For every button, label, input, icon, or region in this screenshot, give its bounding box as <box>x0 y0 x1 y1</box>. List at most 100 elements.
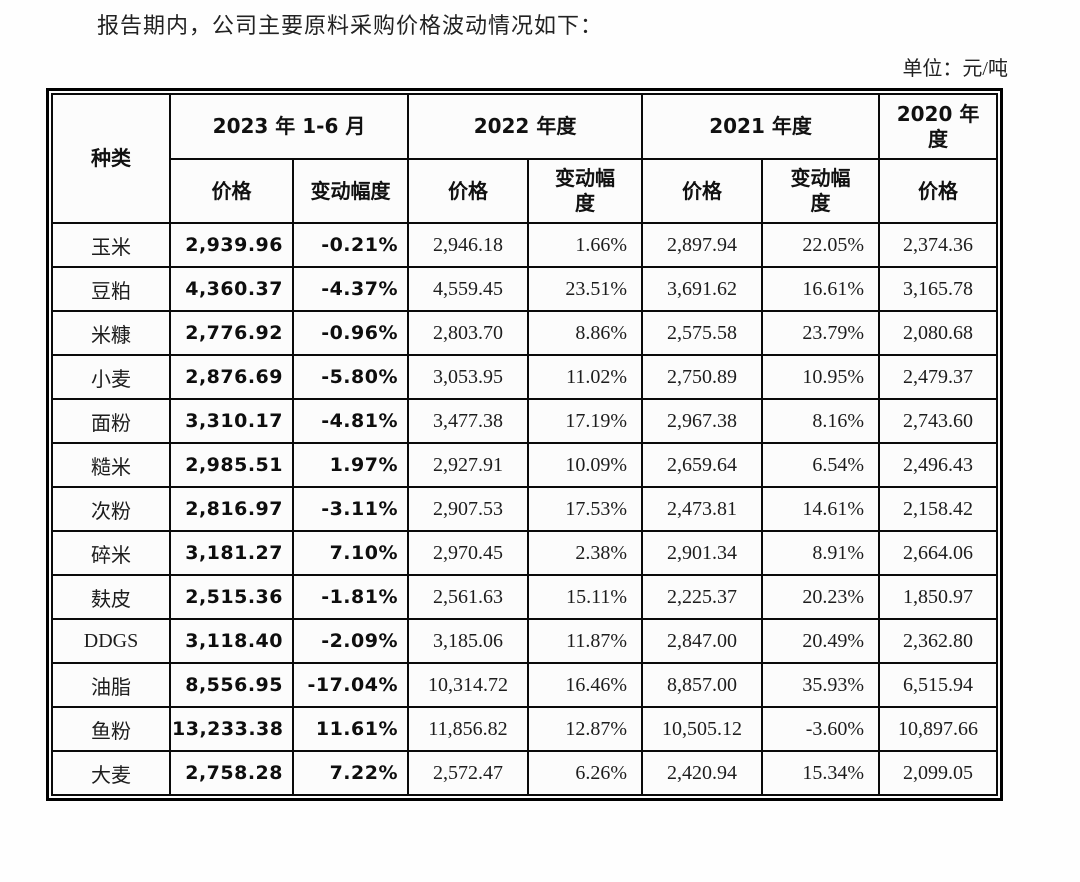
table-row: 糙米 2,985.51 1.97% 2,927.91 10.09% 2,659.… <box>51 442 999 488</box>
cell-2023-price: 2,758.28 <box>169 750 294 796</box>
cell-2023-change: -2.09% <box>292 618 409 664</box>
cell-category: DDGS <box>51 618 171 664</box>
cell-category: 糙米 <box>51 442 171 488</box>
table-row: DDGS 3,118.40 -2.09% 3,185.06 11.87% 2,8… <box>51 618 999 664</box>
cell-2021-price: 2,420.94 <box>641 750 764 796</box>
cell-2021-change: 10.95% <box>761 354 881 400</box>
cell-2021-price: 2,473.81 <box>641 486 764 532</box>
cell-2023-change: -5.80% <box>292 354 409 400</box>
cell-2022-price: 3,053.95 <box>407 354 529 400</box>
header-2021-change: 变动幅 度 <box>761 158 881 224</box>
cell-2021-change: -3.60% <box>761 706 881 752</box>
cell-2021-change: 20.23% <box>761 574 881 620</box>
cell-2023-price: 8,556.95 <box>169 662 294 708</box>
cell-2020-price: 2,099.05 <box>878 750 999 796</box>
cell-category: 面粉 <box>51 398 171 444</box>
cell-2022-price: 4,559.45 <box>407 266 529 312</box>
cell-2020-price: 10,897.66 <box>878 706 999 752</box>
cell-2020-price: 2,664.06 <box>878 530 999 576</box>
cell-2023-change: -4.37% <box>292 266 409 312</box>
price-table-frame: 种类 2023 年 1-6 月 2022 年度 2021 年度 2020 年 度… <box>46 88 1004 801</box>
header-2020-price: 价格 <box>878 158 999 224</box>
header-2023-change: 变动幅度 <box>292 158 409 224</box>
cell-category: 次粉 <box>51 486 171 532</box>
unit-label: 单位：元/吨 <box>902 58 1008 80</box>
cell-2023-price: 2,939.96 <box>169 222 294 268</box>
cell-2020-price: 2,743.60 <box>878 398 999 444</box>
cell-2021-price: 3,691.62 <box>641 266 764 312</box>
cell-2022-price: 3,477.38 <box>407 398 529 444</box>
cell-2022-price: 3,185.06 <box>407 618 529 664</box>
cell-2020-price: 2,080.68 <box>878 310 999 356</box>
cell-2023-price: 4,360.37 <box>169 266 294 312</box>
header-2022-price: 价格 <box>407 158 529 224</box>
cell-2022-change: 8.86% <box>526 310 644 356</box>
cell-2023-change: -0.96% <box>292 310 409 356</box>
table-row: 鱼粉 13,233.38 11.61% 11,856.82 12.87% 10,… <box>51 706 999 752</box>
cell-2023-change: -3.11% <box>292 486 409 532</box>
cell-2022-price: 2,927.91 <box>407 442 529 488</box>
table-row: 豆粕 4,360.37 -4.37% 4,559.45 23.51% 3,691… <box>51 266 999 312</box>
cell-2022-change: 17.19% <box>526 398 644 444</box>
cell-category: 豆粕 <box>51 266 171 312</box>
cell-2022-change: 15.11% <box>526 574 644 620</box>
cell-2021-price: 2,967.38 <box>641 398 764 444</box>
header-group-2023: 2023 年 1-6 月 <box>169 93 409 160</box>
cell-2023-change: -17.04% <box>292 662 409 708</box>
cell-2021-change: 6.54% <box>761 442 881 488</box>
cell-2022-price: 2,946.18 <box>407 222 529 268</box>
cell-2023-price: 2,876.69 <box>169 354 294 400</box>
cell-2023-change: -1.81% <box>292 574 409 620</box>
cell-category: 麸皮 <box>51 574 171 620</box>
table-row: 次粉 2,816.97 -3.11% 2,907.53 17.53% 2,473… <box>51 486 999 532</box>
cell-2023-change: -0.21% <box>292 222 409 268</box>
cell-2021-price: 2,750.89 <box>641 354 764 400</box>
cell-2023-price: 2,985.51 <box>169 442 294 488</box>
cell-category: 玉米 <box>51 222 171 268</box>
cell-2020-price: 2,496.43 <box>878 442 999 488</box>
cell-2021-price: 10,505.12 <box>641 706 764 752</box>
cell-2020-price: 3,165.78 <box>878 266 999 312</box>
cell-2023-price: 3,181.27 <box>169 530 294 576</box>
cell-2021-change: 35.93% <box>761 662 881 708</box>
cell-2023-price: 3,310.17 <box>169 398 294 444</box>
cell-category: 鱼粉 <box>51 706 171 752</box>
cell-2021-change: 16.61% <box>761 266 881 312</box>
header-sub-row: 价格 变动幅度 价格 变动幅 度 价格 变动幅 度 价格 <box>52 158 999 224</box>
cell-2022-change: 11.02% <box>526 354 644 400</box>
cell-2021-change: 22.05% <box>761 222 881 268</box>
cell-2020-price: 2,479.37 <box>878 354 999 400</box>
table-row: 米糠 2,776.92 -0.96% 2,803.70 8.86% 2,575.… <box>51 310 999 356</box>
cell-2023-price: 13,233.38 <box>169 706 294 752</box>
table-body: 玉米 2,939.96 -0.21% 2,946.18 1.66% 2,897.… <box>51 222 999 796</box>
cell-2022-change: 1.66% <box>526 222 644 268</box>
cell-2021-change: 8.91% <box>761 530 881 576</box>
cell-2021-price: 2,575.58 <box>641 310 764 356</box>
cell-2023-change: -4.81% <box>292 398 409 444</box>
cell-2022-change: 2.38% <box>526 530 644 576</box>
cell-category: 米糠 <box>51 310 171 356</box>
table-row: 面粉 3,310.17 -4.81% 3,477.38 17.19% 2,967… <box>51 398 999 444</box>
cell-2022-price: 11,856.82 <box>407 706 529 752</box>
header-2021-price: 价格 <box>641 158 764 224</box>
cell-2022-price: 2,970.45 <box>407 530 529 576</box>
cell-2022-price: 2,572.47 <box>407 750 529 796</box>
cell-2023-change: 11.61% <box>292 706 409 752</box>
header-group-row: 种类 2023 年 1-6 月 2022 年度 2021 年度 2020 年 度 <box>51 93 999 224</box>
cell-2022-change: 6.26% <box>526 750 644 796</box>
cell-category: 小麦 <box>51 354 171 400</box>
cell-category: 油脂 <box>51 662 171 708</box>
header-2022-change: 变动幅 度 <box>526 158 644 224</box>
table-row: 大麦 2,758.28 7.22% 2,572.47 6.26% 2,420.9… <box>51 750 999 796</box>
cell-2023-price: 2,515.36 <box>169 574 294 620</box>
cell-2022-price: 2,803.70 <box>407 310 529 356</box>
cell-2021-price: 2,897.94 <box>641 222 764 268</box>
table-header: 种类 2023 年 1-6 月 2022 年度 2021 年度 2020 年 度… <box>51 93 999 224</box>
cell-2020-price: 2,374.36 <box>878 222 999 268</box>
table-row: 碎米 3,181.27 7.10% 2,970.45 2.38% 2,901.3… <box>51 530 999 576</box>
cell-2021-change: 20.49% <box>761 618 881 664</box>
header-2023-price: 价格 <box>169 158 294 224</box>
table-row: 油脂 8,556.95 -17.04% 10,314.72 16.46% 8,8… <box>51 662 999 708</box>
cell-2021-change: 14.61% <box>761 486 881 532</box>
cell-2023-price: 3,118.40 <box>169 618 294 664</box>
